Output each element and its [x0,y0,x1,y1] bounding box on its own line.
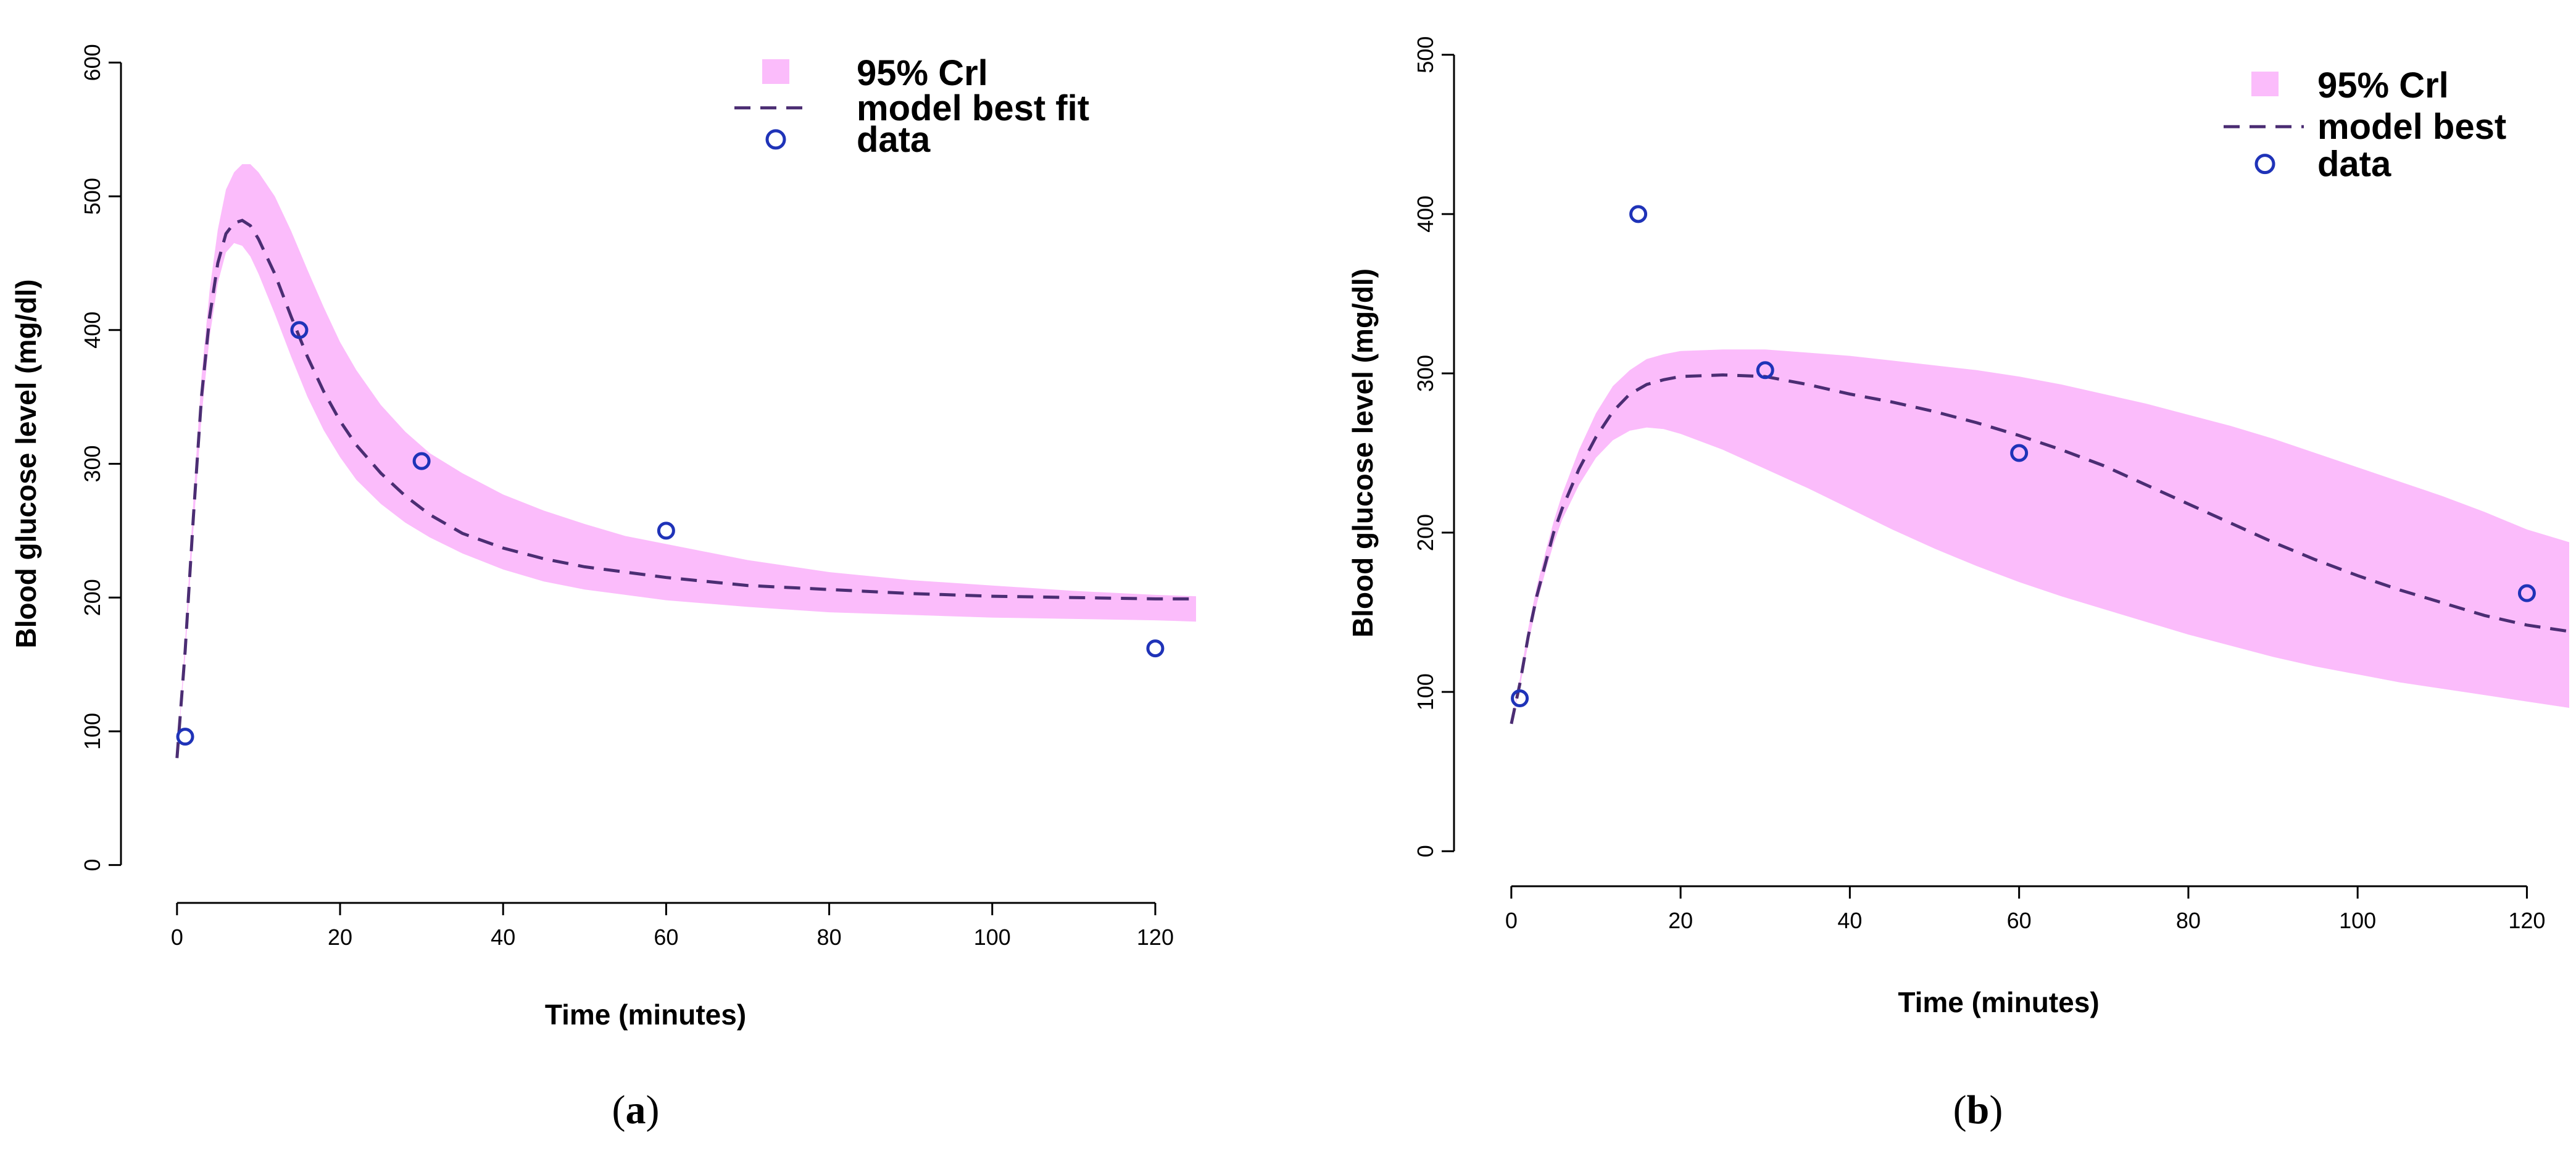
panel-caption-letter: a [626,1087,646,1132]
y-tick-label: 300 [80,445,105,482]
credible-interval-band [1511,349,2569,724]
panel-b-band-group [1511,349,2569,724]
panel-a-points-group [176,321,1165,746]
legend-band-swatch [762,59,789,84]
legend-label-data: data [2317,144,2391,185]
panel-b-legend: 95% Crl model best data [2224,65,2506,185]
panel-a-line-group [175,218,1196,758]
credible-interval-band [177,164,1196,758]
y-tick-label: 100 [80,713,105,750]
y-tick-label: 200 [80,579,105,616]
legend-point-swatch [765,129,786,150]
legend-label-line: model best [2317,107,2506,147]
legend-label-line: model best fit [857,88,1089,128]
x-tick-label: 60 [654,925,678,950]
panel-a-band-group [177,164,1196,758]
y-tick-label: 0 [80,859,105,871]
data-point [176,728,194,746]
data-point [1756,361,1774,380]
y-axis-title: Blood glucose level (mg/dl) [1347,268,1379,638]
panel-caption: (a) [612,1087,660,1132]
data-point [2517,584,2536,602]
panel-b-axes: 0 100 200 300 400 500 0 20 40 60 80 100 120 [1413,36,2545,933]
y-tick-label: 500 [80,178,105,215]
panel-b-points-group [1511,205,2536,707]
x-tick-label: 80 [817,925,842,950]
y-tick-label: 200 [1413,514,1438,551]
y-tick-label: 400 [1413,196,1438,233]
panel-a-axes: 0 100 200 300 400 500 600 0 20 40 60 80 100 120 [80,44,1174,950]
x-tick-label: 20 [1668,908,1693,933]
panel-b-line-group [1510,373,2570,725]
data-point [2010,444,2029,462]
legend-label-band: 95% Crl [857,53,988,93]
legend-point-swatch [2254,154,2275,175]
y-tick-label: 300 [1413,355,1438,392]
x-tick-label: 120 [1137,925,1174,950]
legend-band-swatch [2251,72,2279,96]
y-tick-label: 100 [1413,673,1438,710]
data-point [657,521,675,540]
y-tick-label: 500 [1413,36,1438,73]
x-tick-label: 80 [2176,908,2201,933]
x-axis-title: Time (minutes) [545,999,746,1031]
x-tick-label: 60 [2007,908,2032,933]
x-tick-label: 100 [974,925,1011,950]
x-axis-title: Time (minutes) [1898,986,2099,1018]
data-point [290,321,309,339]
data-point [1629,205,1648,223]
data-point [1511,689,1529,707]
panel-b: 0 100 200 300 400 500 0 20 40 60 80 100 120 95% Crl … [1347,36,2570,1132]
x-tick-label: 0 [171,925,183,950]
panel-caption-letter: b [1967,1087,1990,1132]
x-tick-label: 0 [1505,908,1518,933]
legend-label-band: 95% Crl [2317,65,2449,106]
data-point [1146,639,1165,658]
x-tick-label: 120 [2508,908,2545,933]
panel-caption: (b) [1953,1087,2003,1132]
x-tick-label: 20 [328,925,352,950]
legend-label-data: data [857,120,931,160]
panel-a-legend: 95% Crl model best fit data [734,53,1089,160]
panel-a: 0 100 200 300 400 500 600 0 20 40 60 80 100 120 95% C… [10,44,1196,1132]
best-fit-line [1510,373,2570,725]
y-axis-title: Blood glucose level (mg/dl) [10,279,42,648]
x-tick-label: 40 [491,925,515,950]
y-tick-label: 0 [1413,845,1438,857]
x-tick-label: 100 [2339,908,2376,933]
x-tick-label: 40 [1837,908,1862,933]
y-tick-label: 400 [80,312,105,349]
best-fit-line [175,218,1196,758]
y-tick-label: 600 [80,44,105,81]
data-point [412,452,431,470]
